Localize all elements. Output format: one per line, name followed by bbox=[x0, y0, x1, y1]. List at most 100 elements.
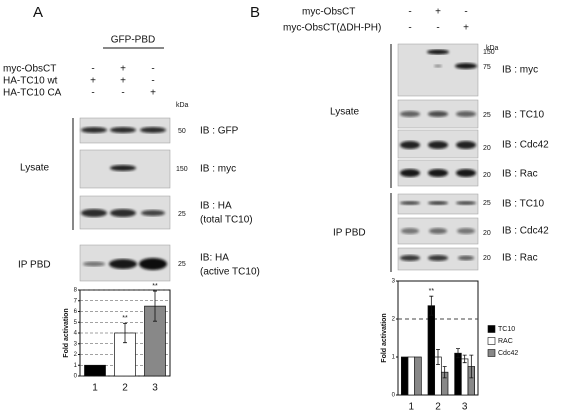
x-tick-label: 1 bbox=[92, 383, 98, 394]
band bbox=[428, 111, 448, 117]
bar bbox=[414, 356, 422, 396]
probe: IB : Rac bbox=[502, 253, 538, 264]
condition: myc-ObsCT bbox=[3, 64, 56, 75]
significance: ** bbox=[152, 283, 158, 290]
band bbox=[141, 210, 165, 216]
y-tick-label: 1 bbox=[74, 363, 78, 369]
marker: 25 bbox=[483, 200, 491, 207]
band bbox=[429, 228, 447, 234]
y-tick-label: 7 bbox=[74, 298, 78, 304]
y-axis-label: Fold activation bbox=[63, 308, 70, 357]
band bbox=[400, 111, 420, 117]
sign: - bbox=[121, 88, 124, 99]
band bbox=[428, 169, 448, 177]
significance: ** bbox=[122, 315, 128, 322]
condition: HA-TC10 wt bbox=[3, 76, 58, 87]
band bbox=[81, 209, 107, 217]
y-tick-label: 4 bbox=[74, 331, 78, 337]
band bbox=[139, 258, 167, 270]
section: Lysate bbox=[20, 163, 50, 174]
band bbox=[400, 141, 420, 149]
probe: IB : GFP bbox=[200, 126, 239, 137]
legend-swatch bbox=[487, 337, 496, 345]
y-tick-label: 5 bbox=[74, 320, 78, 326]
y-tick-label: 1 bbox=[392, 355, 396, 361]
sign: - bbox=[436, 23, 439, 34]
marker: 150 bbox=[176, 166, 188, 173]
y-tick-label: 0 bbox=[392, 393, 396, 399]
marker: 20 bbox=[483, 255, 491, 262]
probe: IB : myc bbox=[502, 65, 538, 76]
bar bbox=[400, 356, 409, 396]
bar bbox=[460, 358, 469, 396]
error-bar bbox=[153, 290, 157, 322]
probe: IB : TC10 bbox=[502, 110, 544, 121]
legend-swatch bbox=[487, 349, 496, 357]
x-tick-label: 3 bbox=[462, 402, 468, 413]
band bbox=[81, 127, 107, 133]
error-bar bbox=[442, 366, 447, 379]
marker: 20 bbox=[483, 145, 491, 152]
band bbox=[401, 228, 419, 234]
y-tick-label: 6 bbox=[74, 309, 78, 315]
error-bar bbox=[123, 322, 127, 344]
bar bbox=[407, 356, 416, 396]
probe: IB : TC10 bbox=[502, 199, 544, 210]
probe-note: (active TC10) bbox=[200, 267, 260, 278]
legend-swatch bbox=[487, 325, 496, 333]
marker: 20 bbox=[483, 230, 491, 237]
band bbox=[140, 127, 166, 133]
marker: 25 bbox=[483, 112, 491, 119]
error-bar bbox=[436, 349, 440, 365]
band bbox=[110, 127, 136, 133]
sign: + bbox=[463, 23, 469, 34]
band bbox=[456, 201, 476, 205]
sign: - bbox=[151, 76, 154, 87]
band bbox=[428, 141, 448, 149]
band bbox=[110, 165, 136, 171]
band bbox=[400, 169, 420, 177]
sign: + bbox=[120, 64, 126, 75]
sign: + bbox=[435, 7, 441, 18]
marker: 20 bbox=[483, 172, 491, 179]
probe: IB : myc bbox=[200, 164, 236, 175]
band bbox=[428, 255, 448, 261]
probe-note: (total TC10) bbox=[200, 215, 253, 226]
y-tick-label: 2 bbox=[392, 317, 396, 323]
probe: IB : Rac bbox=[502, 169, 538, 180]
legend-label: RAC bbox=[498, 338, 513, 345]
band bbox=[434, 64, 442, 68]
section: IP PBD bbox=[18, 260, 51, 271]
panel-label: A bbox=[33, 4, 43, 21]
y-tick-label: 0 bbox=[74, 374, 78, 380]
error-bar bbox=[462, 354, 467, 364]
sign: + bbox=[150, 88, 156, 99]
legend-label: Cdc42 bbox=[498, 350, 518, 357]
y-tick-label: 3 bbox=[392, 279, 396, 285]
y-tick-label: 3 bbox=[74, 341, 78, 347]
section: Lysate bbox=[330, 107, 360, 118]
probe: IB : Cdc42 bbox=[502, 226, 549, 237]
sign: - bbox=[151, 64, 154, 75]
band bbox=[400, 201, 420, 205]
sign: - bbox=[408, 7, 411, 18]
x-tick-label: 2 bbox=[122, 383, 128, 394]
band bbox=[456, 169, 476, 177]
kda: kDa bbox=[176, 102, 189, 109]
marker: 150 bbox=[483, 49, 495, 56]
y-axis-label: Fold activation bbox=[381, 313, 388, 362]
band bbox=[455, 63, 477, 69]
band bbox=[110, 209, 136, 217]
y-tick-label: 2 bbox=[74, 352, 78, 358]
marker: 50 bbox=[178, 128, 186, 135]
sign: - bbox=[464, 7, 467, 18]
error-bar bbox=[456, 348, 460, 359]
error-bar bbox=[429, 295, 434, 316]
probe: IB : Cdc42 bbox=[502, 140, 549, 151]
probe: IB : HA bbox=[200, 201, 232, 212]
band bbox=[456, 141, 476, 149]
marker: 25 bbox=[178, 211, 186, 218]
y-tick-label: 8 bbox=[74, 288, 78, 294]
bar bbox=[84, 364, 106, 377]
probe: IB: HA bbox=[200, 253, 229, 264]
